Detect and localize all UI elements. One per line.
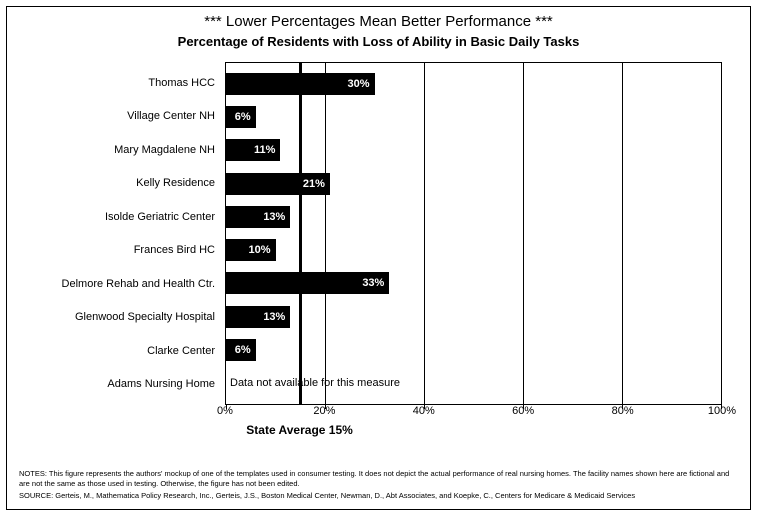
gridline bbox=[424, 63, 425, 404]
state-average-label: State Average 15% bbox=[246, 423, 353, 437]
bar-value: 11% bbox=[254, 144, 275, 156]
gridline bbox=[622, 63, 623, 404]
x-tick-label: 80% bbox=[612, 405, 634, 417]
performance-note: *** Lower Percentages Mean Better Perfor… bbox=[7, 13, 750, 30]
state-average-line bbox=[299, 63, 302, 404]
x-axis-ticks: 0%20%40%60%80%100% bbox=[225, 405, 722, 421]
chart-frame: *** Lower Percentages Mean Better Perfor… bbox=[6, 6, 751, 510]
na-text: Data not available for this measure bbox=[230, 377, 400, 389]
bar: 33% bbox=[226, 272, 389, 294]
bar: 13% bbox=[226, 206, 290, 228]
x-tick-label: 40% bbox=[413, 405, 435, 417]
state-average-label-row: State Average 15% bbox=[225, 423, 722, 441]
gridline bbox=[523, 63, 524, 404]
notes-line: NOTES: This figure represents the author… bbox=[19, 469, 738, 489]
bar-value: 13% bbox=[263, 211, 285, 223]
facility-label: Clarke Center bbox=[25, 340, 221, 362]
bar-value: 6% bbox=[235, 111, 251, 123]
plot-area: 30% 6% 11% 21% 13% 10% 33% 13% 6% Data not availa… bbox=[225, 62, 722, 405]
bar-value: 33% bbox=[362, 277, 384, 289]
chart-area: Thomas HCC Village Center NH Mary Magdalen… bbox=[25, 62, 732, 441]
bar-value: 30% bbox=[347, 78, 369, 90]
facility-label: Frances Bird HC bbox=[25, 239, 221, 261]
gridline bbox=[325, 63, 326, 404]
facility-label: Glenwood Specialty Hospital bbox=[25, 306, 221, 328]
x-tick-label: 20% bbox=[313, 405, 335, 417]
source-line: SOURCE: Gerteis, M., Mathematica Policy … bbox=[19, 491, 738, 501]
x-tick-label: 0% bbox=[217, 405, 233, 417]
bar: 13% bbox=[226, 306, 290, 328]
facility-label: Delmore Rehab and Health Ctr. bbox=[25, 273, 221, 295]
facility-label: Isolde Geriatric Center bbox=[25, 206, 221, 228]
bar-value: 21% bbox=[303, 178, 325, 190]
bar: 21% bbox=[226, 173, 330, 195]
facility-label: Adams Nursing Home bbox=[25, 373, 221, 395]
bar-value: 10% bbox=[248, 244, 270, 256]
bar: 6% bbox=[226, 339, 256, 361]
bar: 6% bbox=[226, 106, 256, 128]
x-tick-label: 60% bbox=[512, 405, 534, 417]
bar: 11% bbox=[226, 139, 280, 161]
y-axis-labels: Thomas HCC Village Center NH Mary Magdalen… bbox=[25, 62, 221, 405]
chart-title: Percentage of Residents with Loss of Abi… bbox=[7, 34, 750, 49]
x-tick-label: 100% bbox=[708, 405, 736, 417]
facility-label: Mary Magdalene NH bbox=[25, 139, 221, 161]
facility-label: Thomas HCC bbox=[25, 72, 221, 94]
bar-value: 13% bbox=[263, 311, 285, 323]
facility-label: Village Center NH bbox=[25, 105, 221, 127]
footer-notes: NOTES: This figure represents the author… bbox=[19, 469, 738, 503]
bar-value: 6% bbox=[235, 344, 251, 356]
bar: 10% bbox=[226, 239, 276, 261]
facility-label: Kelly Residence bbox=[25, 172, 221, 194]
